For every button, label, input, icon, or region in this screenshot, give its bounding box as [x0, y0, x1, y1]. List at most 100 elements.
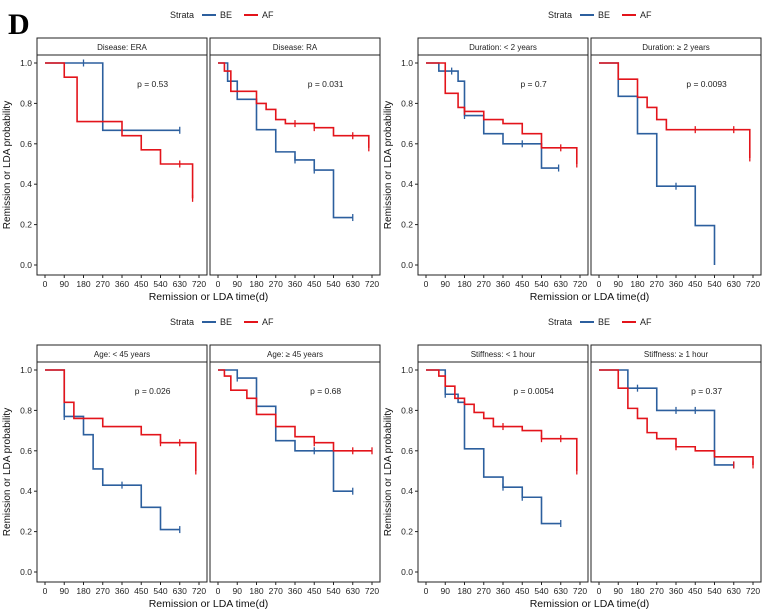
legend-label-af: AF [640, 317, 652, 327]
x-tick-label: 180 [249, 279, 263, 289]
y-tick-label: 1.0 [20, 58, 32, 68]
x-tick-label: 360 [669, 586, 683, 596]
panel-frame [417, 54, 589, 276]
y-tick-label: 0.0 [401, 567, 413, 577]
x-tick-label: 450 [688, 586, 702, 596]
y-axis-label: Remission or LDA probability [2, 408, 13, 536]
x-tick-label: 360 [496, 586, 510, 596]
km-curve-af [426, 369, 578, 471]
x-tick-label: 540 [153, 586, 167, 596]
x-tick-label: 90 [614, 279, 624, 289]
p-value: p = 0.37 [691, 386, 722, 396]
km-curve-be [45, 369, 180, 531]
y-tick-label: 0.8 [401, 98, 413, 108]
x-tick-label: 0 [43, 279, 48, 289]
x-tick-label: 180 [249, 586, 263, 596]
x-tick-label: 630 [173, 586, 187, 596]
km-curve-be [218, 62, 353, 219]
km-curve-be [426, 369, 561, 525]
x-tick-label: 360 [115, 586, 129, 596]
x-tick-label: 270 [269, 279, 283, 289]
x-tick-label: 540 [707, 279, 721, 289]
x-tick-label: 0 [597, 279, 602, 289]
km-curve-af [218, 369, 372, 452]
x-tick-label: 630 [727, 586, 741, 596]
y-tick-label: 0.0 [401, 260, 413, 270]
x-tick-label: 450 [515, 279, 529, 289]
panel-frame [590, 361, 762, 583]
x-tick-label: 270 [96, 279, 110, 289]
legend-label-be: BE [598, 10, 610, 20]
facet-title: Age: < 45 years [94, 350, 150, 359]
x-tick-label: 270 [96, 586, 110, 596]
x-tick-label: 630 [346, 279, 360, 289]
x-tick-label: 720 [192, 586, 206, 596]
facet-title: Duration: ≥ 2 years [642, 43, 710, 52]
facet-title: Duration: < 2 years [469, 43, 537, 52]
facet-panel: Duration: < 2 years 0 90 180 270 360 450 540 630… [401, 37, 589, 289]
x-tick-label: 270 [477, 279, 491, 289]
y-tick-label: 0.8 [20, 405, 32, 415]
facet-panel: Stiffness: < 1 hour 0 90 180 270 360 450 540 630… [401, 344, 589, 596]
x-tick-label: 360 [288, 586, 302, 596]
legend: Strata BE AF [548, 317, 652, 327]
x-tick-label: 0 [597, 586, 602, 596]
x-tick-label: 0 [216, 279, 221, 289]
legend: Strata BE AF [170, 10, 274, 20]
x-tick-label: 90 [614, 586, 624, 596]
km-curve-be [599, 62, 716, 265]
x-tick-label: 0 [216, 586, 221, 596]
x-tick-label: 540 [326, 586, 340, 596]
facet-panel: Stiffness: ≥ 1 hour 0 90 180 270 360 450 540 630… [590, 344, 762, 596]
p-value: p = 0.0054 [513, 386, 554, 396]
x-tick-label: 360 [288, 279, 302, 289]
legend-label-af: AF [262, 317, 274, 327]
x-tick-label: 720 [746, 586, 760, 596]
x-tick-label: 90 [441, 586, 451, 596]
y-axis-label: Remission or LDA probability [383, 101, 394, 229]
legend-title: Strata [170, 10, 194, 20]
x-tick-label: 360 [115, 279, 129, 289]
y-tick-label: 0.6 [401, 139, 413, 149]
x-tick-label: 360 [669, 279, 683, 289]
p-value: p = 0.53 [137, 79, 168, 89]
x-tick-label: 90 [60, 586, 70, 596]
km-curve-be [45, 62, 180, 132]
y-tick-label: 0.2 [401, 527, 413, 537]
x-tick-label: 450 [307, 279, 321, 289]
panel-frame [36, 361, 208, 583]
y-tick-label: 0.0 [20, 567, 32, 577]
y-tick-label: 1.0 [401, 365, 413, 375]
x-tick-label: 180 [76, 586, 90, 596]
legend-label-af: AF [640, 10, 652, 20]
x-tick-label: 90 [233, 279, 243, 289]
facet-title: Stiffness: ≥ 1 hour [644, 350, 709, 359]
panel-frame [590, 54, 762, 276]
x-axis-label: Remission or LDA time(d) [149, 598, 269, 610]
facet-title: Age: ≥ 45 years [267, 350, 323, 359]
y-tick-label: 0.4 [20, 486, 32, 496]
facet-panel: Disease: ERA 0 90 180 270 360 450 540 630 720 0.0 0… [20, 37, 208, 289]
x-tick-label: 630 [554, 586, 568, 596]
x-tick-label: 540 [707, 586, 721, 596]
x-tick-label: 450 [134, 586, 148, 596]
x-tick-label: 630 [346, 586, 360, 596]
x-tick-label: 180 [457, 279, 471, 289]
legend-label-be: BE [598, 317, 610, 327]
legend-title: Strata [548, 317, 572, 327]
p-value: p = 0.0093 [686, 79, 727, 89]
y-tick-label: 1.0 [401, 58, 413, 68]
y-tick-label: 0.8 [401, 405, 413, 415]
x-tick-label: 450 [515, 586, 529, 596]
y-tick-label: 0.2 [20, 220, 32, 230]
km-curve-af [45, 62, 194, 199]
x-tick-label: 270 [650, 586, 664, 596]
x-tick-label: 0 [424, 586, 429, 596]
x-tick-label: 630 [727, 279, 741, 289]
x-tick-label: 180 [630, 279, 644, 289]
x-tick-label: 270 [477, 586, 491, 596]
legend-label-be: BE [220, 317, 232, 327]
legend-title: Strata [548, 10, 572, 20]
panel-frame [36, 54, 208, 276]
